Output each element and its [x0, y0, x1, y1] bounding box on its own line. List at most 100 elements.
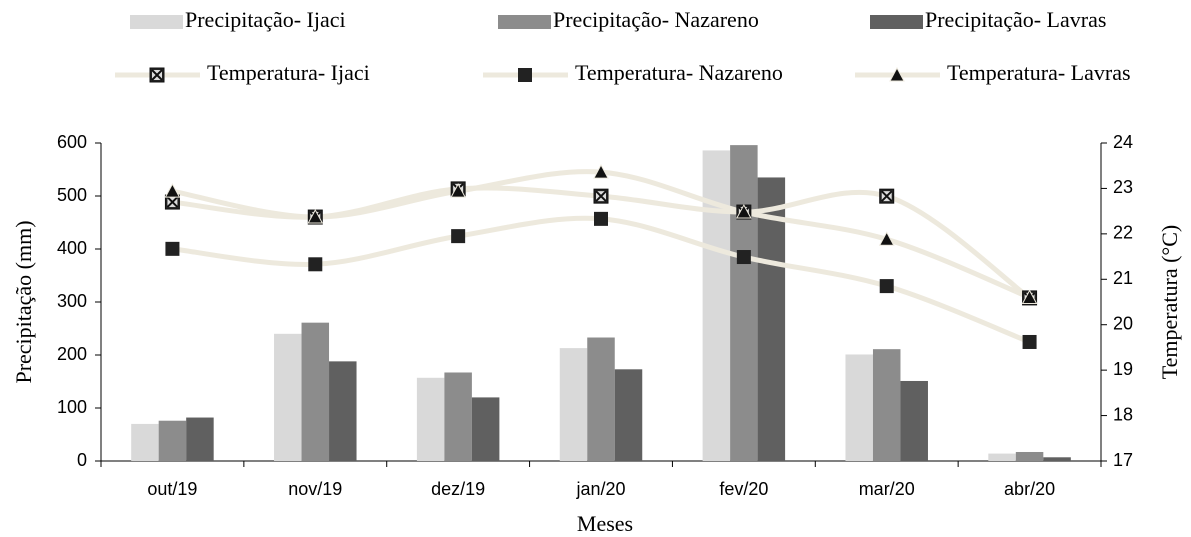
legend-label: Temperatura- Lavras	[947, 60, 1131, 85]
y-tick-label: 300	[57, 291, 87, 311]
marker	[879, 188, 895, 204]
marker	[165, 241, 180, 256]
bar	[988, 453, 1016, 461]
bar	[186, 417, 214, 461]
marker-shape	[451, 229, 466, 244]
y-tick-label: 600	[57, 132, 87, 152]
marker	[149, 67, 165, 83]
legend-item: Temperatura- Nazareno	[483, 60, 783, 85]
marker-shape	[1021, 289, 1038, 304]
bar	[845, 354, 873, 461]
x-tick-label: dez/19	[431, 479, 485, 499]
bar	[1043, 457, 1071, 461]
marker	[451, 229, 466, 244]
x-tick-label: fev/20	[719, 479, 768, 499]
marker-shape	[736, 250, 751, 265]
y-tick-label: 100	[57, 397, 87, 417]
marker	[518, 68, 532, 82]
y-tick-label: 400	[57, 238, 87, 258]
bar	[730, 145, 758, 461]
y2-tick-label: 17	[1113, 450, 1133, 470]
marker-shape	[889, 66, 905, 82]
bar	[1015, 451, 1044, 461]
marker	[879, 279, 894, 294]
marker-cross	[151, 69, 163, 81]
legend-swatch	[870, 15, 923, 29]
x-tick-label: jan/20	[575, 479, 625, 499]
marker	[594, 211, 608, 226]
marker	[307, 208, 324, 224]
y-tick-label: 500	[57, 185, 87, 205]
bar	[757, 177, 786, 461]
bar	[614, 369, 643, 461]
y-axis-title: Precipitação (mm)	[11, 220, 36, 383]
bar	[329, 361, 357, 461]
marker	[593, 188, 609, 204]
bar	[301, 322, 330, 461]
x-tick-label: nov/19	[288, 479, 342, 499]
legend-label: Temperatura- Nazareno	[575, 60, 783, 85]
y2-tick-label: 18	[1113, 404, 1133, 424]
y2-axis-title: Temperatura (°C)	[1157, 225, 1182, 379]
marker-shape	[878, 231, 895, 246]
marker-cross	[595, 190, 607, 202]
bar	[416, 377, 445, 461]
legend-label: Precipitação- Lavras	[925, 7, 1106, 32]
x-axis-title: Meses	[577, 511, 633, 536]
bar	[900, 380, 928, 461]
legend-label: Precipitação- Nazareno	[553, 7, 759, 32]
y2-tick-label: 20	[1113, 313, 1133, 333]
marker	[1022, 334, 1037, 349]
marker-shape	[308, 257, 323, 272]
x-tick-label: mar/20	[859, 479, 915, 499]
marker	[889, 66, 905, 82]
y-tick-label: 200	[57, 344, 87, 364]
legend-item: Precipitação- Lavras	[870, 7, 1106, 32]
legend-label: Temperatura- Ijaci	[207, 60, 370, 85]
marker-shape	[164, 183, 181, 198]
legend-item: Precipitação- Nazareno	[498, 7, 759, 32]
marker-shape	[736, 203, 752, 219]
y2-tick-label: 23	[1113, 177, 1133, 197]
marker-shape	[450, 183, 466, 198]
marker-shape	[1022, 334, 1037, 349]
bar	[158, 420, 187, 461]
marker-cross	[881, 190, 893, 202]
marker-shape	[594, 211, 608, 226]
bar	[559, 348, 588, 461]
bar	[274, 333, 302, 461]
marker	[736, 203, 752, 219]
marker	[450, 183, 466, 198]
marker-shape	[518, 68, 532, 82]
legend-item: Temperatura- Ijaci	[115, 60, 370, 85]
x-tick-label: abr/20	[1004, 479, 1055, 499]
bar	[131, 423, 159, 461]
bar	[471, 397, 500, 461]
marker	[736, 250, 751, 265]
x-tick-label: out/19	[147, 479, 197, 499]
y-tick-label: 0	[77, 450, 87, 470]
marker-shape	[307, 208, 324, 224]
bar	[587, 337, 615, 461]
marker	[878, 231, 895, 246]
marker	[308, 257, 323, 272]
y2-tick-label: 24	[1113, 132, 1133, 152]
y2-tick-label: 22	[1113, 223, 1133, 243]
legend-item: Precipitação- Ijaci	[130, 7, 346, 32]
y2-tick-label: 21	[1113, 268, 1133, 288]
marker	[593, 164, 609, 179]
bar	[702, 150, 731, 462]
legend-swatch	[498, 15, 551, 29]
marker	[1021, 289, 1038, 304]
marker-shape	[593, 164, 609, 179]
line	[172, 215, 1031, 345]
marker-cross	[166, 196, 179, 208]
marker	[164, 183, 181, 198]
marker-shape	[165, 241, 180, 256]
legend-swatch	[130, 15, 183, 29]
bar	[444, 372, 472, 461]
legend-item: Temperatura- Lavras	[855, 60, 1131, 85]
marker-shape	[879, 279, 894, 294]
bar	[872, 349, 901, 461]
